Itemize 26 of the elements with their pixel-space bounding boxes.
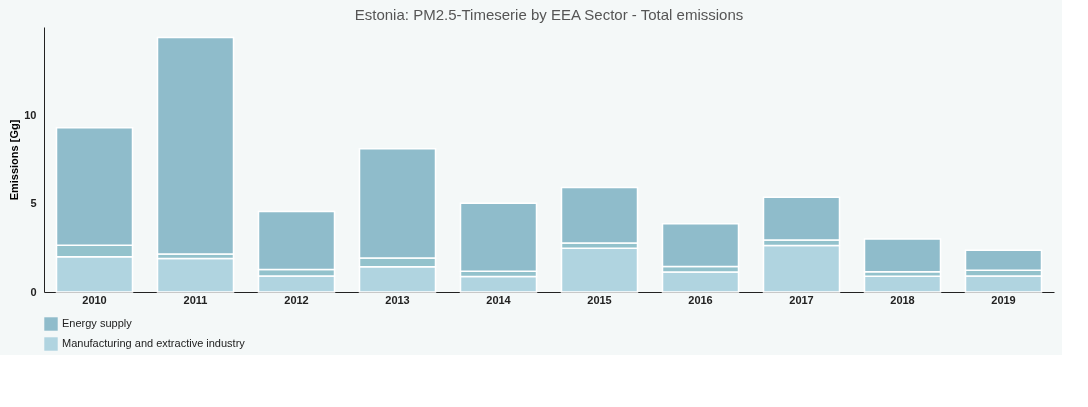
bar bbox=[964, 275, 1043, 293]
bar bbox=[156, 36, 235, 255]
x-tick-label: 2013 bbox=[385, 293, 410, 306]
bar bbox=[459, 275, 538, 293]
bar bbox=[156, 257, 235, 293]
bar bbox=[560, 247, 639, 293]
x-tick-label: 2018 bbox=[890, 293, 915, 306]
x-tick-label: 2011 bbox=[183, 293, 208, 306]
bar bbox=[661, 271, 740, 293]
bar bbox=[863, 275, 942, 293]
chart-title: Estonia: PM2.5-Timeserie by EEA Sector - Total emissions bbox=[354, 6, 744, 23]
y-tick-label: 10 bbox=[24, 108, 37, 121]
bar bbox=[762, 244, 841, 293]
x-tick-label: 2010 bbox=[82, 293, 107, 306]
bar bbox=[863, 238, 942, 273]
y-tick-label: 0 bbox=[30, 285, 37, 298]
y-axis-title: Emissions [Gg] bbox=[8, 119, 21, 201]
x-tick-label: 2015 bbox=[587, 293, 612, 306]
x-tick-label: 2019 bbox=[991, 293, 1016, 306]
legend-label: Energy supply bbox=[62, 317, 133, 329]
x-tick-label: 2014 bbox=[486, 293, 512, 306]
x-tick-label: 2017 bbox=[789, 293, 814, 306]
legend-label: Manufacturing and extractive industry bbox=[62, 337, 246, 349]
y-tick-label: 5 bbox=[30, 197, 37, 210]
x-tick-label: 2016 bbox=[688, 293, 713, 306]
x-tick-label: 2012 bbox=[284, 293, 309, 306]
